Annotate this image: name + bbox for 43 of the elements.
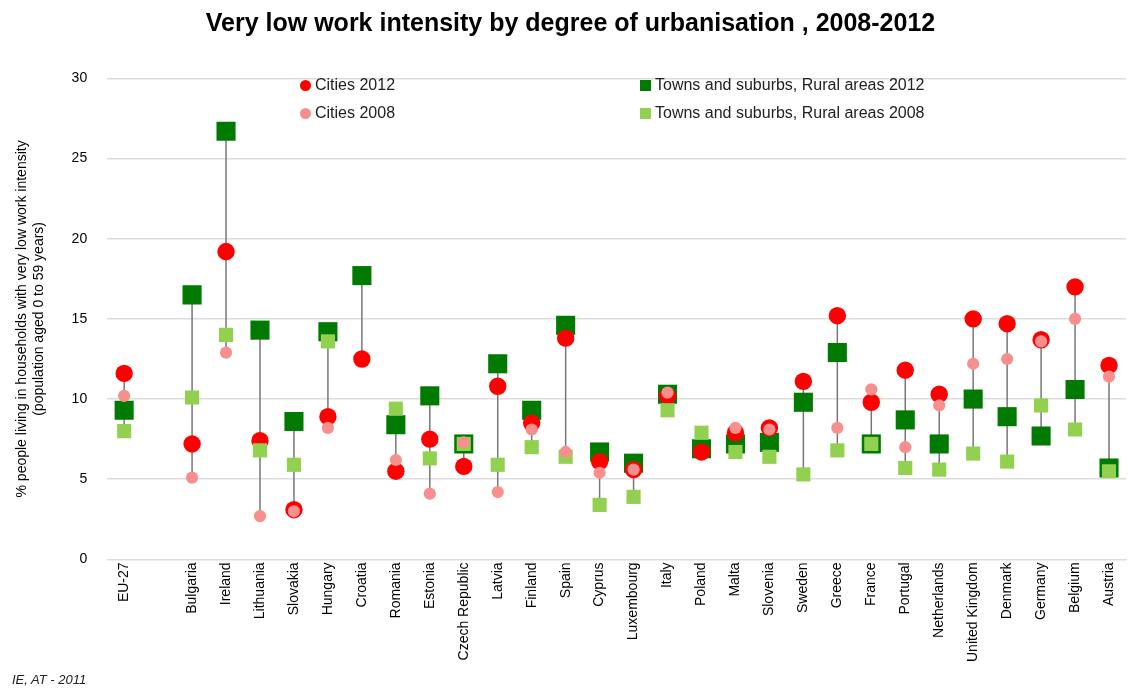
text: IE, AT - 2011 — [12, 672, 87, 687]
legend-label: Cities 2012 — [314, 76, 397, 94]
x-tick-label: EU-27 — [115, 562, 132, 603]
x-tick-label: United Kingdom — [964, 562, 981, 663]
chart-title: Very low work intensity by degree of urbanisation , 2008-2012 — [204, 8, 937, 37]
y-tick-label: 25 — [71, 149, 88, 166]
y-tick-label: 0 — [79, 550, 88, 567]
x-tick-label: Austria — [1099, 562, 1116, 606]
x-tick-label: Lithuania — [250, 562, 267, 620]
x-tick-label: Slovenia — [760, 562, 777, 617]
x-tick-label: Slovakia — [284, 562, 301, 616]
x-tick-label: Bulgaria — [182, 562, 199, 614]
x-tick-label: Croatia — [352, 562, 369, 608]
x-tick-label: Ireland — [216, 562, 233, 606]
x-tick-label: Hungary — [318, 562, 335, 616]
x-tick-label: France — [862, 562, 879, 606]
y-tick-label: 30 — [71, 69, 88, 86]
y-tick-label: 5 — [79, 470, 88, 487]
legend-label: Cities 2008 — [314, 104, 397, 122]
x-tick-label: Czech Republic — [454, 562, 471, 661]
x-tick-label: Netherlands — [930, 562, 947, 638]
x-tick-label: Denmark — [998, 561, 1014, 620]
x-tick-label: Finland — [522, 562, 539, 609]
x-tick-label: Italy — [658, 562, 675, 589]
x-tick-label: Cyprus — [590, 562, 607, 607]
x-tick-label: Estonia — [420, 562, 437, 610]
legend-label: Towns and suburbs, Rural areas 2012 — [654, 76, 926, 94]
x-tick-label: Spain — [556, 562, 573, 599]
y-axis-title: % people living in households with very low work intensity (population aged 0 to 59 years) — [13, 140, 47, 498]
y-tick-label: 15 — [71, 309, 88, 326]
y-tick-label: 10 — [71, 389, 88, 406]
x-tick-label: Belgium — [1065, 562, 1082, 613]
x-tick-label: Germany — [1031, 562, 1048, 620]
x-tick-label: Luxembourg — [624, 562, 641, 641]
x-tick-label: Poland — [692, 562, 709, 606]
x-tick-label: Latvia — [488, 562, 505, 600]
x-tick-label: Greece — [828, 562, 845, 609]
legend-label: Towns and suburbs, Rural areas 2008 — [654, 104, 926, 122]
y-tick-label: 20 — [71, 229, 88, 246]
x-tick-label: Sweden — [794, 562, 811, 613]
x-tick-label: Romania — [386, 562, 403, 619]
x-tick-label: Malta — [726, 562, 743, 597]
x-tick-label: Portugal — [896, 562, 913, 615]
